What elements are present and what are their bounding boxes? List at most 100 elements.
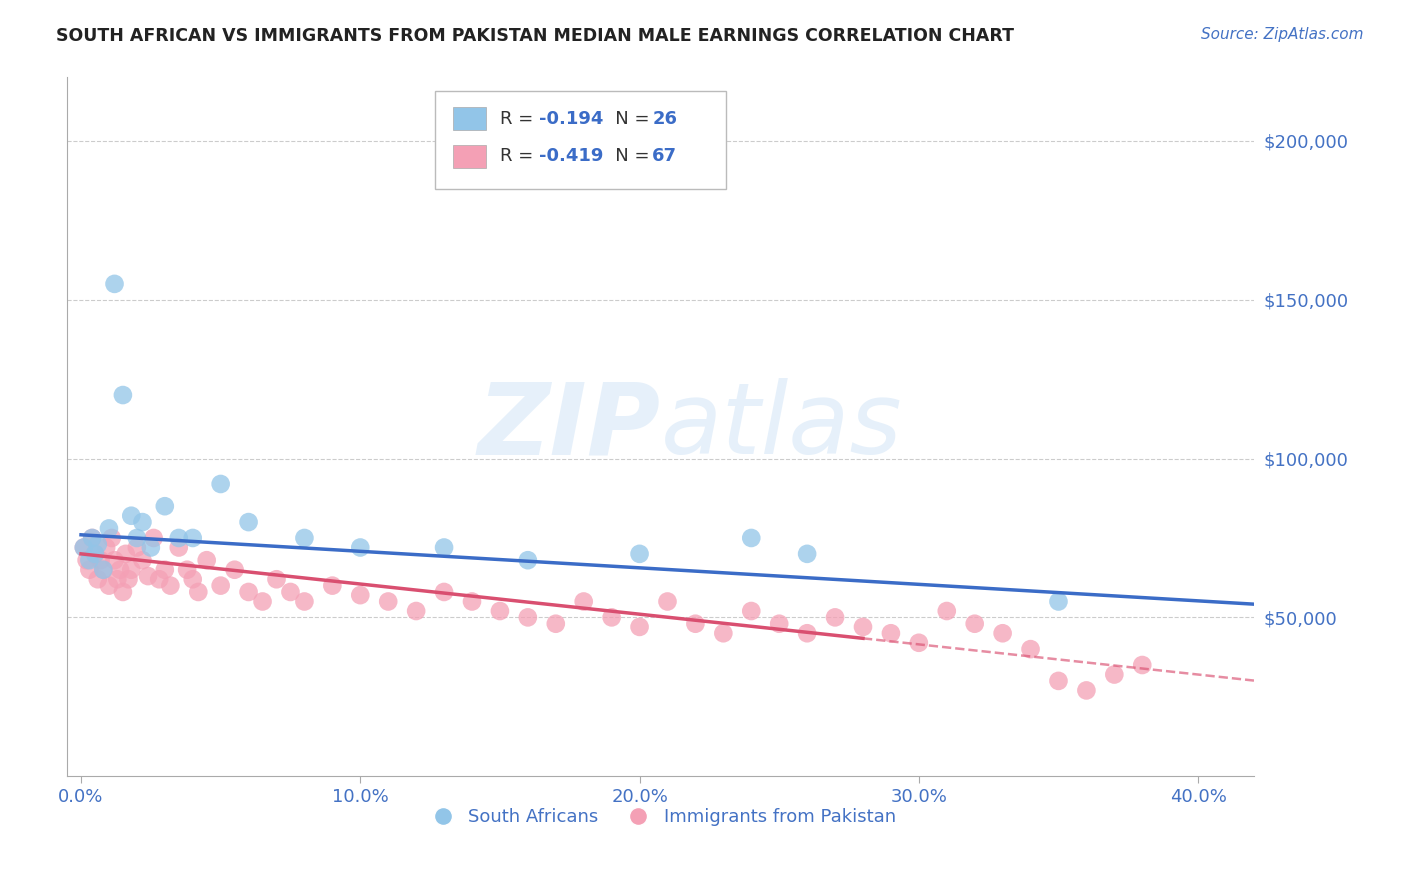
- Point: [1047, 594, 1070, 608]
- Point: [97, 521, 120, 535]
- Point: [195, 553, 218, 567]
- Point: [90, 553, 112, 567]
- Point: [120, 508, 142, 523]
- Text: SOUTH AFRICAN VS IMMIGRANTS FROM PAKISTAN MEDIAN MALE EARNINGS CORRELATION CHART: SOUTH AFRICAN VS IMMIGRANTS FROM PAKISTA…: [56, 27, 1014, 45]
- Point: [84, 547, 107, 561]
- Point: [294, 531, 316, 545]
- Point: [461, 594, 484, 608]
- Point: [572, 594, 595, 608]
- Point: [266, 572, 288, 586]
- Point: [82, 531, 104, 545]
- Point: [73, 541, 96, 555]
- Point: [377, 594, 399, 608]
- Point: [73, 541, 96, 555]
- Point: [963, 616, 986, 631]
- Point: [120, 563, 142, 577]
- Point: [238, 515, 260, 529]
- Point: [93, 563, 115, 577]
- Point: [105, 572, 128, 586]
- Point: [79, 553, 101, 567]
- Point: [1104, 667, 1126, 681]
- Point: [94, 541, 117, 555]
- Point: [489, 604, 512, 618]
- Point: [1019, 642, 1042, 657]
- Point: [544, 616, 567, 631]
- Point: [433, 541, 456, 555]
- Point: [740, 531, 762, 545]
- Point: [516, 610, 538, 624]
- Point: [103, 553, 125, 567]
- Point: [628, 547, 651, 561]
- Point: [136, 569, 159, 583]
- Point: [131, 553, 153, 567]
- Point: [880, 626, 903, 640]
- Point: [294, 594, 316, 608]
- Point: [824, 610, 846, 624]
- Point: [167, 531, 190, 545]
- Point: [111, 388, 134, 402]
- Point: [252, 594, 274, 608]
- Point: [349, 588, 371, 602]
- Text: 26: 26: [652, 110, 678, 128]
- Text: ZIP: ZIP: [478, 378, 661, 475]
- Point: [321, 579, 343, 593]
- Point: [433, 585, 456, 599]
- Legend: South Africans, Immigrants from Pakistan: South Africans, Immigrants from Pakistan: [418, 801, 903, 833]
- Point: [711, 626, 734, 640]
- Point: [82, 531, 104, 545]
- Point: [181, 572, 204, 586]
- Point: [114, 547, 136, 561]
- Point: [181, 531, 204, 545]
- Point: [139, 541, 162, 555]
- Point: [79, 563, 101, 577]
- Text: -0.194: -0.194: [540, 110, 603, 128]
- Text: -0.419: -0.419: [540, 147, 603, 165]
- Text: 67: 67: [652, 147, 678, 165]
- Text: N =: N =: [598, 147, 655, 165]
- Point: [740, 604, 762, 618]
- Point: [148, 572, 170, 586]
- Point: [117, 572, 139, 586]
- Point: [238, 585, 260, 599]
- Point: [187, 585, 209, 599]
- FancyBboxPatch shape: [453, 145, 486, 168]
- Point: [111, 585, 134, 599]
- Point: [153, 500, 176, 514]
- Point: [93, 563, 115, 577]
- Point: [685, 616, 707, 631]
- Point: [657, 594, 679, 608]
- Point: [159, 579, 181, 593]
- Point: [100, 531, 122, 545]
- Text: R =: R =: [501, 147, 540, 165]
- Point: [1130, 658, 1153, 673]
- Point: [131, 515, 153, 529]
- Point: [125, 541, 148, 555]
- Point: [97, 579, 120, 593]
- Point: [153, 563, 176, 577]
- Point: [405, 604, 427, 618]
- Point: [224, 563, 246, 577]
- Point: [176, 563, 198, 577]
- Point: [768, 616, 790, 631]
- Point: [935, 604, 957, 618]
- Point: [209, 579, 232, 593]
- Point: [628, 620, 651, 634]
- Point: [108, 563, 131, 577]
- Point: [87, 572, 110, 586]
- Point: [280, 585, 302, 599]
- Point: [84, 547, 107, 561]
- Point: [796, 626, 818, 640]
- FancyBboxPatch shape: [453, 107, 486, 130]
- Point: [600, 610, 623, 624]
- Text: Source: ZipAtlas.com: Source: ZipAtlas.com: [1201, 27, 1364, 42]
- Point: [142, 531, 165, 545]
- Point: [125, 531, 148, 545]
- Point: [1047, 673, 1070, 688]
- Point: [87, 537, 110, 551]
- Point: [852, 620, 875, 634]
- Point: [349, 541, 371, 555]
- Point: [76, 553, 98, 567]
- Point: [908, 636, 931, 650]
- Point: [516, 553, 538, 567]
- Point: [796, 547, 818, 561]
